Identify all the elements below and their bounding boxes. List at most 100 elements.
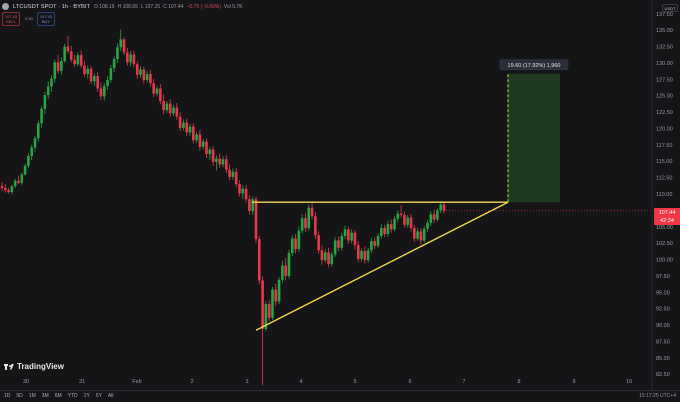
target-zone[interactable] [508, 73, 560, 203]
current-price: 107.44 [658, 210, 676, 216]
candle-body [198, 134, 202, 147]
buy-button[interactable]: 107.43 BUY [37, 12, 55, 26]
volume-value: Vol 5.7K [223, 3, 243, 10]
symbol-title[interactable]: LTCUSDT SPOT · 1h · BYBIT [13, 3, 90, 10]
candle-body [135, 64, 139, 75]
time-tick-label: 8 [517, 379, 520, 385]
candle-body [142, 69, 146, 80]
candle-body [165, 103, 169, 111]
candle-body [386, 224, 390, 234]
range-1m-button[interactable]: 1M [28, 393, 36, 399]
time-tick-label: 30 [23, 379, 29, 385]
candle-body [300, 218, 304, 231]
candle-body [27, 156, 30, 166]
candle-body [350, 232, 353, 241]
drawings[interactable]: 19.60 (17.92%) 1,960 [252, 59, 652, 331]
candle-body [281, 265, 284, 280]
candle-body [205, 141, 208, 155]
candle-body [429, 214, 433, 223]
candle-body [234, 171, 238, 185]
time-tick-label: 31 [79, 379, 85, 385]
tradingview-logo[interactable]: TradingView [4, 362, 64, 371]
range-ytd-button[interactable]: YTD [67, 393, 78, 399]
candle-body [356, 245, 360, 259]
candle-body [50, 78, 53, 87]
candle-body [66, 46, 70, 52]
candle-body [287, 252, 291, 276]
price-tick-label: 130.00 [656, 61, 673, 67]
support-trendline[interactable] [255, 201, 509, 331]
candle-body [340, 235, 344, 248]
range-3m-button[interactable]: 3M [41, 393, 49, 399]
candle-body [442, 204, 446, 211]
time-tick-label: 5 [353, 379, 356, 385]
range-5y-button[interactable]: 5Y [95, 393, 102, 399]
price-scale[interactable]: 137.50 135.00 132.50 130.00 127.50 125.00 122.… [656, 12, 673, 378]
sell-price: 107.43 [4, 14, 18, 19]
ohlc-readout: O 108.19 H 108.65 L 107.25 C 107.44 −0.7… [94, 4, 243, 10]
target-label-box [499, 59, 569, 71]
candle-body [257, 239, 261, 281]
candle-body [93, 76, 96, 82]
candle-body [33, 138, 37, 148]
price-tick-label: 115.00 [656, 159, 672, 165]
candle-body [294, 238, 297, 250]
candle-body [106, 80, 109, 86]
candle-body [172, 107, 175, 114]
candle-body [13, 180, 17, 187]
candle-body [56, 62, 60, 71]
candle-body [30, 147, 33, 156]
candle-body [89, 68, 93, 82]
candle-body [122, 39, 126, 53]
price-tick-label: 105.00 [656, 225, 673, 231]
time-scale[interactable]: 30 31 Feb 2 3 4 5 6 7 8 9 10 [23, 379, 632, 385]
range-all-button[interactable]: All [107, 393, 114, 399]
candle-body [129, 54, 132, 63]
range-6m-button[interactable]: 6M [54, 393, 62, 399]
tradingview-logo-text: TradingView [17, 362, 64, 371]
change-value: −0.75 (−0.69%) [186, 3, 221, 10]
candle-body [370, 241, 373, 251]
utc-clock[interactable]: 15:17:25 UTC+4 [639, 393, 676, 399]
candle-body [73, 59, 76, 65]
price-tick-label: 112.50 [656, 176, 672, 182]
candle-body [119, 39, 123, 48]
price-tick-label: 87.50 [656, 339, 670, 345]
spread-value: 0.00 [25, 16, 33, 21]
candle-body [383, 228, 386, 234]
price-tick-label: 92.50 [656, 307, 670, 313]
candle-body [0, 186, 4, 189]
low-value: L 107.25 [140, 3, 161, 10]
candle-body [3, 188, 7, 191]
range-1d-button[interactable]: 1D [4, 393, 11, 399]
sell-button[interactable]: 107.43 SELL [2, 12, 20, 26]
buy-price: 107.43 [39, 14, 53, 19]
target-label[interactable]: 19.60 (17.92%) 1,960 [499, 59, 569, 71]
candle-body [139, 69, 142, 75]
range-1y-button[interactable]: 1Y [83, 393, 90, 399]
candle-body [228, 169, 231, 177]
candle-body [241, 188, 245, 194]
price-tick-label: 127.50 [656, 77, 673, 83]
price-tick-label: 135.00 [656, 28, 673, 34]
candle-body [244, 188, 248, 200]
candle-body [363, 251, 367, 261]
candle-body [211, 149, 215, 162]
candle-body [192, 126, 195, 141]
candle-body [178, 116, 182, 128]
tradingview-logo-icon [4, 363, 14, 370]
candle-body [175, 107, 179, 117]
price-tick-label: 117.50 [656, 143, 672, 149]
price-tick-label: 110.00 [656, 192, 672, 198]
price-tick-label: 120.00 [656, 126, 673, 132]
ltc-coin-icon [2, 3, 9, 10]
currency-selector[interactable]: USDT [662, 4, 678, 12]
price-tick-label: 95.00 [656, 290, 670, 296]
candle-body [99, 88, 103, 97]
candle-body [267, 304, 271, 318]
price-tick-label: 102.50 [656, 241, 673, 247]
range-5d-button[interactable]: 5D [16, 393, 23, 399]
time-tick-label: 4 [299, 379, 302, 385]
